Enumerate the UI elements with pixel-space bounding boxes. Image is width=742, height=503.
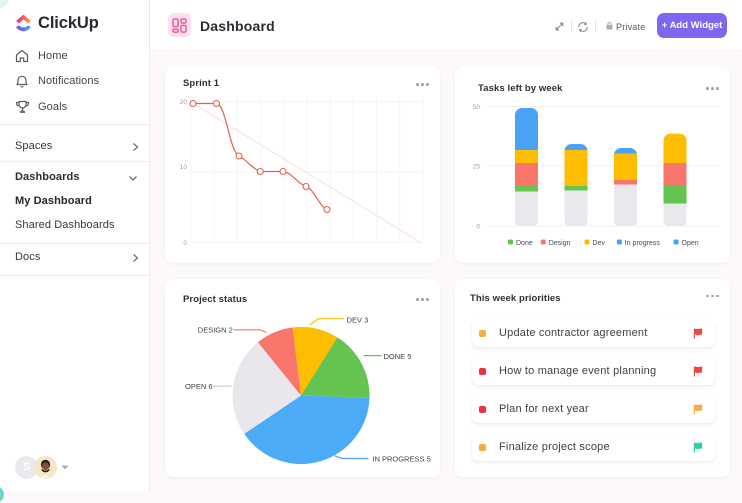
svg-text:25: 25 [473,164,481,171]
svg-text:DESIGN 2: DESIGN 2 [198,326,233,335]
svg-text:Done: Done [516,240,533,247]
svg-text:10: 10 [180,164,188,171]
svg-text:50: 50 [473,104,481,111]
svg-text:In progress: In progress [625,240,661,247]
svg-text:DEV 3: DEV 3 [347,316,369,325]
svg-text:Dev: Dev [592,240,605,247]
svg-text:IN PROGRESS 5: IN PROGRESS 5 [372,455,430,464]
svg-text:0: 0 [476,224,480,231]
svg-text:DONE 5: DONE 5 [384,352,412,361]
svg-text:20: 20 [180,99,188,106]
svg-text:Design: Design [549,240,571,247]
svg-text:Open: Open [682,240,699,247]
svg-text:OPEN 6: OPEN 6 [185,382,213,391]
svg-text:0: 0 [183,240,187,247]
